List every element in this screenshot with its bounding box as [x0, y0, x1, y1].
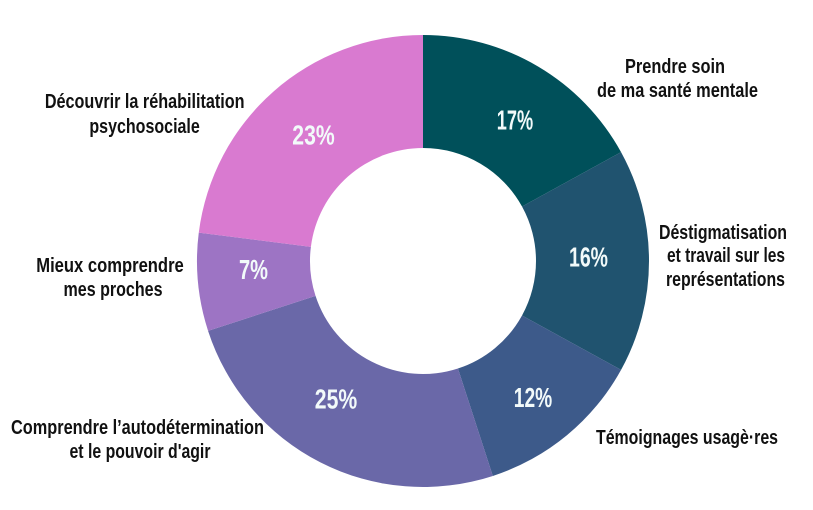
svg-text:17%: 17%	[497, 105, 533, 136]
svg-text:et travail sur les: et travail sur les	[667, 245, 785, 267]
svg-text:Témoignages usagè·res: Témoignages usagè·res	[596, 427, 778, 449]
svg-text:23%: 23%	[292, 120, 334, 151]
svg-text:Mieux comprendre: Mieux comprendre	[36, 255, 184, 277]
svg-text:7%: 7%	[239, 254, 268, 285]
svg-text:25%: 25%	[315, 384, 357, 415]
svg-text:représentations: représentations	[666, 269, 785, 291]
svg-text:psychosociale: psychosociale	[89, 116, 199, 138]
svg-text:Découvrir la réhabilitation: Découvrir la réhabilitation	[45, 91, 245, 113]
svg-text:Prendre soin: Prendre soin	[625, 56, 725, 78]
svg-text:Comprendre l’autodétermination: Comprendre l’autodétermination	[11, 417, 264, 439]
svg-text:Déstigmatisation: Déstigmatisation	[659, 222, 787, 244]
svg-text:mes proches: mes proches	[64, 279, 163, 301]
svg-text:de ma santé mentale: de ma santé mentale	[597, 80, 758, 102]
svg-text:16%: 16%	[569, 242, 608, 273]
svg-text:12%: 12%	[514, 382, 552, 413]
svg-text:et le pouvoir d'agir: et le pouvoir d'agir	[70, 441, 211, 463]
